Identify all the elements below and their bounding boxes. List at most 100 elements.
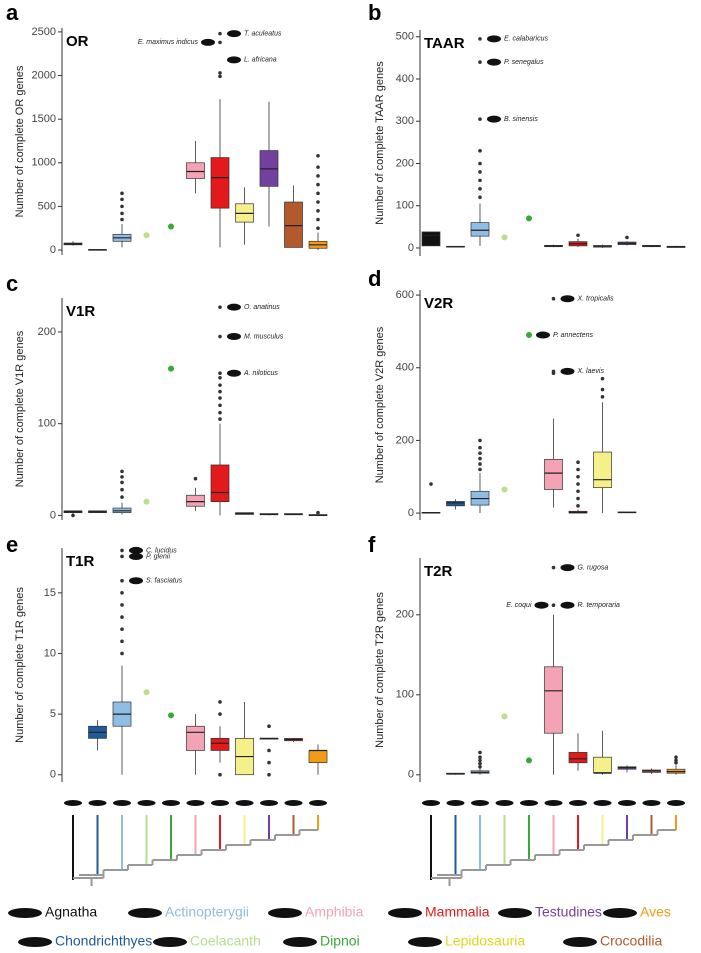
outlier <box>218 700 222 704</box>
y-tick-label: 500 <box>396 31 414 43</box>
tip-icon <box>569 800 587 806</box>
legend-label: Agnatha <box>45 904 97 920</box>
tip-icon <box>137 800 156 806</box>
outlier <box>576 496 580 501</box>
species-label: T. aculeatus <box>244 31 282 38</box>
outlier <box>218 74 222 79</box>
outlier <box>316 510 320 515</box>
outlier <box>120 554 124 559</box>
legend-icon <box>153 937 187 947</box>
single-point <box>168 223 174 230</box>
outlier <box>120 469 124 474</box>
outlier <box>120 548 124 553</box>
outlier <box>478 178 482 183</box>
panel-letter: e <box>6 532 18 557</box>
outlier <box>316 200 320 204</box>
legend-icon <box>8 908 42 918</box>
box <box>421 231 441 247</box>
y-tick-label: 500 <box>38 200 56 212</box>
outlier <box>120 578 124 583</box>
outlier <box>218 31 222 36</box>
outlier <box>478 758 482 763</box>
species-icon <box>129 546 143 554</box>
outlier <box>218 712 222 716</box>
single-point <box>526 332 532 339</box>
y-tick-label: 1500 <box>32 113 56 125</box>
tip-icon <box>471 800 489 806</box>
tip-icon <box>422 800 440 806</box>
outlier <box>478 467 482 472</box>
outlier <box>120 651 124 656</box>
outlier <box>218 383 222 387</box>
outlier <box>478 117 482 121</box>
species-label: B. sinensis <box>504 116 538 123</box>
tip-icon <box>446 800 465 806</box>
outlier <box>576 467 580 472</box>
tip-icon <box>495 800 514 806</box>
outlier <box>478 765 482 769</box>
box <box>593 451 612 489</box>
outlier <box>576 504 580 508</box>
outlier <box>576 460 580 465</box>
gene-title: T1R <box>66 553 95 570</box>
single-point <box>143 498 150 505</box>
y-axis-label: Number of complete TAAR genes <box>374 61 386 225</box>
y-axis-label: Number of complete V1R genes <box>14 330 26 487</box>
y-tick-label: 200 <box>396 434 414 446</box>
outlier <box>576 489 580 494</box>
y-tick-label: 5 <box>50 708 56 720</box>
tip-icon <box>235 800 254 806</box>
y-tick-label: 300 <box>396 115 414 127</box>
species-label: R. temporaria <box>578 602 621 609</box>
outlier <box>218 403 222 408</box>
single-point <box>526 215 532 222</box>
species-icon <box>227 333 241 341</box>
outlier <box>120 211 124 216</box>
y-tick-label: 400 <box>396 362 414 374</box>
outlier <box>218 396 222 400</box>
species-icon <box>534 601 549 609</box>
outlier <box>316 217 320 222</box>
species-label: C. lucidus <box>146 547 177 554</box>
legend-icon <box>603 908 637 918</box>
species-label: E. maximus indicus <box>138 39 199 46</box>
box <box>593 756 612 773</box>
box <box>568 752 588 764</box>
outlier <box>120 197 124 202</box>
outlier <box>218 417 222 421</box>
outlier <box>478 462 482 466</box>
species-icon <box>487 35 501 43</box>
species-label: S. fasciatus <box>146 578 183 585</box>
legend-label: Chondrichthyes <box>55 933 152 949</box>
outlier <box>551 603 556 607</box>
outlier <box>120 487 124 492</box>
single-point <box>501 486 508 493</box>
tip-icon <box>520 800 538 806</box>
outlier <box>551 565 556 570</box>
species-icon <box>129 552 143 560</box>
species-label: M. musculus <box>244 333 284 340</box>
outlier <box>218 40 222 45</box>
species-icon <box>227 56 241 64</box>
y-tick-label: 1000 <box>32 157 56 169</box>
outlier <box>576 482 580 486</box>
y-tick-label: 0 <box>408 769 414 781</box>
species-icon <box>560 601 575 609</box>
tip-icon <box>64 800 82 806</box>
outlier <box>478 445 482 450</box>
tip-icon <box>186 800 205 806</box>
tip-icon <box>618 800 636 806</box>
legend-icon <box>408 937 442 947</box>
species-label: O. anatinus <box>244 304 280 311</box>
gene-title: OR <box>66 33 89 50</box>
outlier <box>120 627 124 632</box>
species-label: E. calabaricus <box>504 36 548 43</box>
outlier <box>600 376 605 381</box>
tip-icon <box>113 800 131 806</box>
outlier <box>674 758 678 763</box>
outlier <box>674 755 678 759</box>
legend-label: Testudines <box>535 904 602 920</box>
y-tick-label: 15 <box>44 587 56 599</box>
tip-icon <box>309 800 327 806</box>
